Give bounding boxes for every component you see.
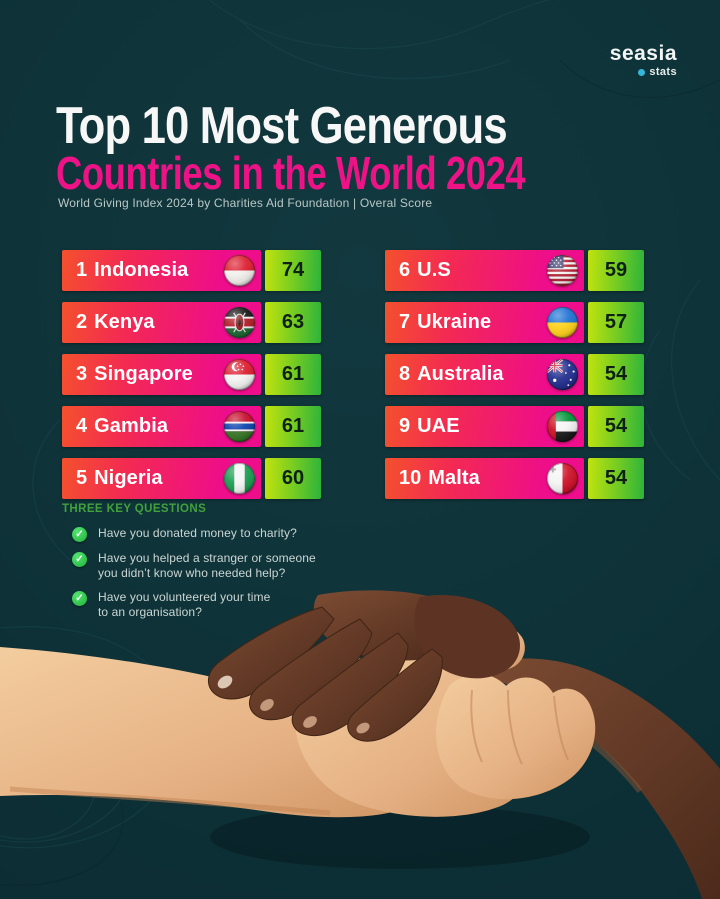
rank-bar: 4 Gambia [62,406,261,447]
nigeria-flag-icon [224,463,255,494]
ranking-column-left: 1 Indonesia 74 2 Kenya [62,250,321,499]
question-item: ✓ Have you volunteered your time to an o… [62,590,392,620]
ranking-row: 10 Malta 54 [385,458,644,499]
score-value: 54 [604,363,628,385]
stats-dot-icon [638,68,646,76]
country-name: Nigeria [94,467,163,489]
malta-flag-icon [547,463,578,494]
rank-bar: 5 Nigeria [62,458,261,499]
page-title-line2: Countries in the World 2024 [56,147,526,199]
ranking-row: 5 Nigeria 60 [62,458,321,499]
question-text: Have you volunteered your time to an org… [98,590,271,619]
score-box: 57 [588,302,644,343]
score-box: 60 [265,458,321,499]
ranking-row: 6 U.S 59 [385,250,644,291]
kenya-flag-icon [224,307,255,338]
australia-flag-icon [547,359,578,390]
country-name: U.S [417,259,451,281]
brand-logo: seasia stats [609,42,677,78]
question-text: Have you donated money to charity? [98,526,297,540]
ukraine-flag-icon [547,307,578,338]
singapore-flag-icon [224,359,255,390]
questions-heading: THREE KEY QUESTIONS [62,503,207,515]
check-icon: ✓ [72,591,87,606]
rank-bar: 8 Australia [385,354,584,395]
rank-number: 3 [76,363,88,385]
score-box: 74 [265,250,321,291]
country-name: UAE [417,415,460,437]
score-value: 60 [281,467,305,489]
page-subtitle: World Giving Index 2024 by Charities Aid… [58,196,433,210]
rank-number: 6 [399,259,411,281]
clasped-hands-image [0,590,720,899]
country-name: Singapore [94,363,193,385]
check-icon: ✓ [72,552,87,567]
score-value: 63 [281,311,305,333]
country-name: Gambia [94,415,169,437]
ranking-row: 7 Ukraine 57 [385,302,644,343]
score-value: 54 [604,415,628,437]
ranking-row: 1 Indonesia 74 [62,250,321,291]
rank-bar: 9 UAE [385,406,584,447]
score-box: 61 [265,406,321,447]
ranking-row: 8 Australia 54 [385,354,644,395]
score-value: 61 [281,363,305,385]
score-value: 61 [281,415,305,437]
rank-number: 8 [399,363,411,385]
score-value: 59 [604,259,628,281]
check-icon: ✓ [72,527,87,542]
ranking-row: 3 Singapore 61 [62,354,321,395]
score-value: 74 [281,259,305,281]
uae-flag-icon [547,411,578,442]
rank-bar: 10 Malta [385,458,584,499]
question-item: ✓ Have you helped a stranger or someone … [62,551,392,581]
ranking-row: 9 UAE 54 [385,406,644,447]
country-name: Australia [417,363,504,385]
ranking-row: 4 Gambia 61 [62,406,321,447]
gambia-flag-icon [224,411,255,442]
page-title-line1: Top 10 Most Generous [56,97,508,155]
question-text: Have you helped a stranger or someone yo… [98,551,316,580]
score-value: 54 [604,467,628,489]
seasia-wordmark: seasia [609,42,677,65]
rank-number: 4 [76,415,88,437]
ranking-row: 2 Kenya 63 [62,302,321,343]
rank-number: 9 [399,415,411,437]
score-box: 54 [588,354,644,395]
country-name: Kenya [94,311,155,333]
score-value: 57 [604,311,628,333]
score-box: 59 [588,250,644,291]
rank-number: 5 [76,467,88,489]
rank-bar: 1 Indonesia [62,250,261,291]
rank-number: 2 [76,311,88,333]
score-box: 54 [588,406,644,447]
rank-bar: 6 U.S [385,250,584,291]
stats-label: stats [649,66,677,78]
score-box: 61 [265,354,321,395]
us-flag-icon [547,255,578,286]
rank-number: 7 [399,311,411,333]
ranking-column-right: 6 U.S 59 7 Ukraine [385,250,644,499]
rank-number: 10 [399,467,422,489]
rank-bar: 3 Singapore [62,354,261,395]
country-name: Ukraine [417,311,492,333]
score-box: 63 [265,302,321,343]
indonesia-flag-icon [224,255,255,286]
key-questions-section: THREE KEY QUESTIONS ✓ Have you donated m… [62,503,392,629]
question-item: ✓ Have you donated money to charity? [62,526,392,542]
rank-number: 1 [76,259,88,281]
rank-bar: 7 Ukraine [385,302,584,343]
score-box: 54 [588,458,644,499]
rank-bar: 2 Kenya [62,302,261,343]
country-name: Indonesia [94,259,189,281]
country-name: Malta [428,467,480,489]
